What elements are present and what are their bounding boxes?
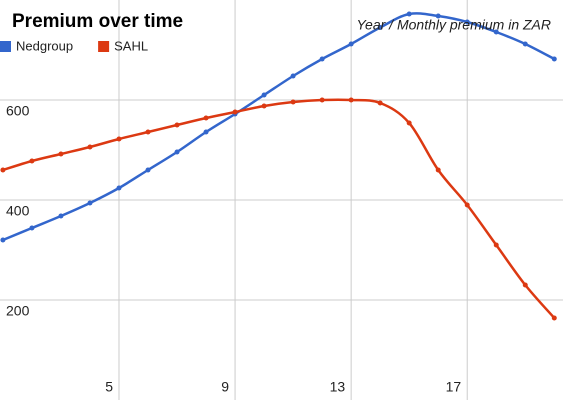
y-tick-label: 600 xyxy=(6,103,30,119)
legend-swatch xyxy=(0,41,11,52)
y-tick-label: 200 xyxy=(6,303,30,319)
point xyxy=(58,151,64,157)
point xyxy=(203,115,209,121)
point xyxy=(522,41,528,47)
point xyxy=(203,129,209,135)
point xyxy=(29,158,35,164)
point xyxy=(464,202,470,208)
annotation: Year / Monthly premium in ZAR xyxy=(356,17,551,33)
y-tick-label: 400 xyxy=(6,203,30,219)
point xyxy=(116,136,122,142)
point xyxy=(551,315,557,321)
point xyxy=(406,120,412,126)
legend: Nedgroup SAHL xyxy=(0,38,148,53)
legend-label: SAHL xyxy=(114,38,148,53)
point xyxy=(261,103,267,109)
point xyxy=(29,225,35,231)
series-line xyxy=(2,98,556,319)
point xyxy=(174,122,180,128)
x-tick-label: 17 xyxy=(446,379,462,395)
point xyxy=(0,167,6,173)
x-tick-label: 5 xyxy=(105,379,113,395)
x-tick-label: 9 xyxy=(221,379,229,395)
point xyxy=(290,99,296,105)
point xyxy=(290,73,296,79)
series-line xyxy=(2,12,555,242)
point xyxy=(174,149,180,155)
x-tick-label: 13 xyxy=(330,379,346,395)
point xyxy=(493,29,499,35)
point xyxy=(522,282,528,288)
point xyxy=(464,19,470,25)
point xyxy=(145,167,151,173)
point xyxy=(58,213,64,219)
point xyxy=(319,56,325,62)
point xyxy=(319,97,325,103)
point xyxy=(377,25,383,30)
legend-swatch xyxy=(98,41,110,52)
point xyxy=(406,11,412,17)
point xyxy=(261,92,267,98)
point xyxy=(87,200,93,206)
chart-title: Premium over time xyxy=(12,11,183,32)
point xyxy=(87,144,93,150)
point xyxy=(116,185,122,191)
point xyxy=(435,167,441,173)
point xyxy=(493,242,499,248)
point xyxy=(348,41,354,47)
point xyxy=(145,129,151,135)
plot xyxy=(0,11,557,321)
point xyxy=(348,97,354,103)
point xyxy=(435,13,441,19)
point xyxy=(551,56,557,62)
point xyxy=(377,100,383,106)
point xyxy=(232,109,238,115)
point xyxy=(0,237,6,243)
legend-label: Nedgroup xyxy=(16,38,73,53)
